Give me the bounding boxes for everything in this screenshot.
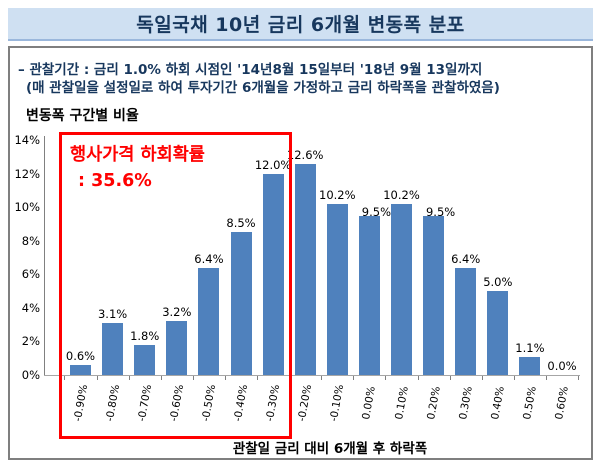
tick-mark [417, 376, 419, 380]
bar [423, 216, 445, 375]
tick-mark [449, 376, 451, 380]
x-tick-label: -0.20% [296, 383, 315, 423]
tick-mark [224, 376, 226, 380]
tick-mark [578, 376, 580, 380]
bar-chart: 0% 2% 4% 6% 8% 10% 12% 14% 0.6% -0.90% 3.1% -0.80% 1… [10, 48, 595, 462]
x-tick-label: -0.90% [71, 383, 90, 423]
tick-mark [64, 376, 66, 380]
bar [102, 323, 124, 375]
y-tick-label: 4% [21, 300, 40, 315]
bar-value-label: 1.8% [130, 329, 160, 343]
bar [326, 204, 348, 375]
bar [230, 232, 252, 375]
x-tick-label: 0.20% [424, 385, 443, 421]
y-axis-line [44, 136, 45, 376]
bar-value-label: 12.6% [286, 148, 324, 162]
bar [134, 345, 156, 375]
tick-mark [321, 376, 323, 380]
tick-mark [481, 376, 483, 380]
y-tick-label: 8% [21, 233, 40, 248]
bar [358, 216, 380, 375]
x-tick-label: -0.60% [167, 383, 186, 423]
annotation-line2: : 35.6% [78, 171, 152, 191]
tick-mark [96, 376, 98, 380]
bar [70, 365, 91, 375]
x-tick-label: -0.70% [135, 383, 154, 423]
bar-value-label: 6.4% [194, 252, 224, 266]
tick-mark [257, 376, 259, 380]
tick-mark [192, 376, 194, 380]
page-title: 독일국채 10년 금리 6개월 변동폭 분포 [136, 14, 465, 36]
tick-mark [353, 376, 355, 380]
tick-mark [385, 376, 387, 380]
bar [198, 268, 220, 375]
x-tick-label: 0.50% [521, 385, 539, 421]
bar [166, 321, 188, 375]
x-tick-label: -0.40% [231, 383, 251, 423]
x-tick-label: -0.80% [103, 383, 122, 423]
bar-value-label: 1.1% [515, 341, 545, 355]
bar-value-label: 10.2% [319, 188, 356, 202]
annotation-line1: 행사가격 하회확률 [70, 145, 205, 165]
strike-probability-annotation: 행사가격 하회확률 : 35.6% [70, 142, 205, 194]
x-axis-title: 관찰일 금리 대비 6개월 후 하락폭 [232, 441, 428, 457]
x-tick-label: 0.10% [392, 385, 411, 421]
y-tick-label: 0% [21, 368, 40, 382]
x-tick-label: -0.10% [328, 383, 347, 423]
tick-mark [545, 376, 547, 380]
bar-value-label: 6.4% [451, 252, 481, 266]
tick-mark [289, 376, 291, 380]
bar-value-label: 3.2% [162, 305, 192, 319]
bar-value-label: 0.6% [65, 349, 96, 363]
bar-value-label: 5.0% [483, 275, 513, 289]
bar-value-label: 12.0% [254, 158, 292, 172]
chart-title-bar: 독일국채 10년 금리 6개월 변동폭 분포 [8, 8, 593, 41]
tick-mark [160, 376, 162, 380]
bar [455, 268, 477, 375]
bar [391, 204, 412, 375]
x-tick-label: 0.60% [553, 385, 571, 421]
tick-mark [128, 376, 130, 380]
bar-value-label: 9.5% [425, 205, 456, 219]
bar-value-label: 3.1% [97, 307, 128, 321]
x-tick-label: -0.30% [263, 383, 283, 423]
observation-period-note: – 관찰기간 : 금리 1.0% 하회 시점인 '14년8월 15일부터 '18… [18, 62, 483, 78]
x-tick-label: -0.50% [199, 383, 219, 423]
tick-mark [513, 376, 515, 380]
chart-panel: – 관찰기간 : 금리 1.0% 하회 시점인 '14년8월 15일부터 '18… [8, 46, 593, 460]
bar [487, 291, 509, 375]
bar [294, 164, 316, 375]
x-axis-line [44, 375, 580, 376]
bar-value-label: 9.5% [361, 205, 391, 219]
bar [262, 174, 284, 375]
x-tick-label: 0.30% [456, 385, 475, 421]
bar-value-label: 10.2% [383, 188, 420, 202]
bar-value-label: 8.5% [226, 216, 256, 230]
y-tick-label: 6% [21, 267, 40, 282]
y-axis-title: 변동폭 구간별 비율 [26, 108, 139, 124]
x-tick-label: 0.40% [488, 385, 507, 421]
bar-value-label: 0.0% [547, 359, 577, 373]
bar [519, 357, 541, 375]
y-tick-label: 2% [21, 334, 40, 349]
y-tick-label: 10% [14, 200, 40, 215]
x-tick-label: 0.00% [360, 385, 379, 421]
observation-method-note: (매 관찰일을 설정일로 하여 투자기간 6개월을 가정하고 금리 하락폭을 관… [26, 80, 500, 96]
y-tick-label: 14% [14, 133, 40, 147]
y-tick-label: 12% [14, 166, 40, 181]
